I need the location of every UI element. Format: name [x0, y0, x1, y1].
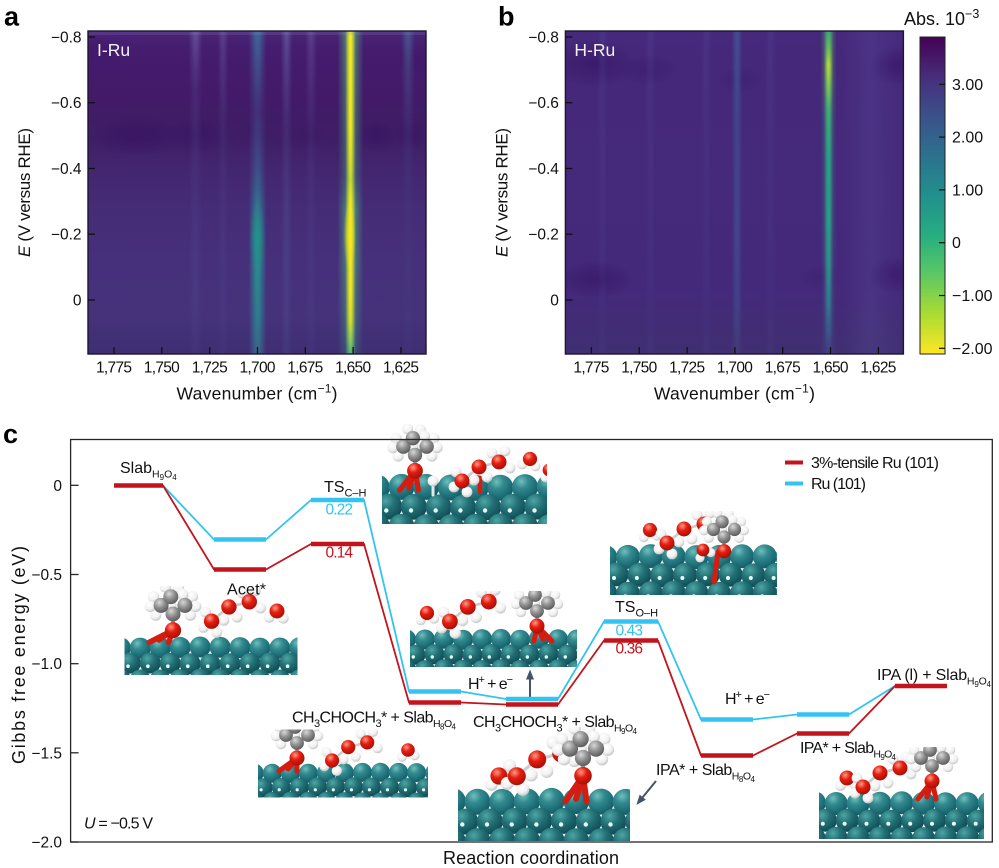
svg-text:−0.4: −0.4: [51, 161, 82, 178]
svg-text:0: 0: [550, 293, 559, 310]
svg-text:1,625: 1,625: [860, 360, 896, 377]
svg-text:0.36: 0.36: [616, 641, 644, 658]
svg-text:H+ + e−: H+ + e−: [725, 689, 770, 708]
svg-text:1.00: 1.00: [952, 182, 983, 199]
svg-text:1,625: 1,625: [383, 360, 419, 377]
svg-text:0.43: 0.43: [616, 623, 644, 640]
svg-text:Reaction coordination: Reaction coordination: [443, 848, 619, 868]
svg-text:Ru (101): Ru (101): [811, 476, 866, 493]
svg-text:E (V versus RHE): E (V versus RHE): [492, 128, 511, 257]
svg-text:1,675: 1,675: [287, 360, 323, 377]
svg-text:U = −0.5 V: U = −0.5 V: [84, 816, 153, 833]
svg-text:−0.6: −0.6: [528, 95, 559, 112]
svg-text:CH3CHOCH3* + SlabH8O4: CH3CHOCH3* + SlabH8O4: [292, 710, 457, 732]
svg-text:a: a: [4, 2, 20, 32]
svg-text:Wavenumber (cm−1): Wavenumber (cm−1): [654, 382, 815, 404]
svg-text:IPA* + SlabH8O4: IPA* + SlabH8O4: [656, 762, 756, 784]
svg-text:I-Ru: I-Ru: [97, 40, 130, 60]
svg-text:−2.0: −2.0: [31, 835, 62, 852]
svg-text:IPA* + SlabH9O4: IPA* + SlabH9O4: [800, 740, 897, 762]
svg-text:1,775: 1,775: [96, 360, 132, 377]
svg-text:−0.4: −0.4: [528, 161, 559, 178]
svg-text:Wavenumber (cm−1): Wavenumber (cm−1): [177, 382, 338, 404]
svg-text:1,725: 1,725: [669, 360, 705, 377]
svg-text:2.00: 2.00: [952, 130, 983, 147]
svg-text:−0.6: −0.6: [51, 95, 82, 112]
svg-text:−1.00: −1.00: [952, 288, 993, 305]
svg-text:−1.0: −1.0: [31, 656, 62, 673]
svg-text:−1.5: −1.5: [31, 745, 62, 762]
svg-text:1,775: 1,775: [573, 360, 609, 377]
svg-text:0: 0: [53, 478, 62, 495]
svg-text:H+ + e−: H+ + e−: [468, 674, 513, 693]
svg-text:−0.8: −0.8: [528, 30, 559, 47]
svg-text:0: 0: [73, 293, 82, 310]
svg-text:−0.2: −0.2: [528, 227, 559, 244]
svg-text:0.14: 0.14: [326, 545, 354, 562]
svg-text:1,725: 1,725: [192, 360, 228, 377]
svg-text:0.22: 0.22: [326, 502, 354, 519]
svg-text:1,650: 1,650: [335, 360, 371, 377]
svg-text:Abs. 10−3: Abs. 10−3: [904, 7, 979, 29]
svg-text:0: 0: [952, 235, 961, 252]
svg-text:1,700: 1,700: [240, 360, 276, 377]
svg-text:−0.5: −0.5: [31, 567, 62, 584]
svg-text:3.00: 3.00: [952, 77, 983, 94]
svg-text:IPA (l) + SlabH9O4: IPA (l) + SlabH9O4: [877, 667, 992, 689]
svg-text:−0.8: −0.8: [51, 30, 82, 47]
svg-text:3%-tensile Ru (101): 3%-tensile Ru (101): [811, 455, 939, 472]
svg-text:c: c: [3, 419, 18, 449]
svg-text:H-Ru: H-Ru: [574, 40, 615, 60]
svg-text:1,675: 1,675: [765, 360, 801, 377]
svg-text:1,700: 1,700: [717, 360, 753, 377]
svg-text:E (V versus RHE): E (V versus RHE): [15, 128, 34, 257]
svg-text:Acet*: Acet*: [227, 582, 266, 599]
svg-text:1,750: 1,750: [621, 360, 657, 377]
svg-text:b: b: [498, 2, 515, 32]
svg-text:−0.2: −0.2: [51, 227, 82, 244]
svg-text:−2.00: −2.00: [952, 341, 993, 358]
svg-text:1,650: 1,650: [813, 360, 849, 377]
svg-text:1,750: 1,750: [144, 360, 180, 377]
svg-text:CH3CHOCH3* + SlabH9O4: CH3CHOCH3* + SlabH9O4: [473, 714, 638, 736]
